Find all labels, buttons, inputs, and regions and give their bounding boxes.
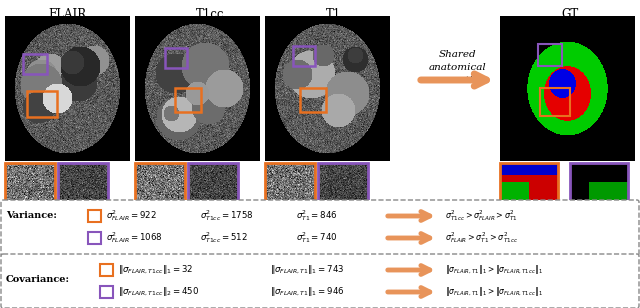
FancyArrowPatch shape [420,74,486,86]
Bar [88,232,101,244]
Text: $\|\sigma_{FLAIR,T1cc}\|_{1}=32$: $\|\sigma_{FLAIR,T1cc}\|_{1}=32$ [118,264,193,276]
Text: $\sigma^{2}_{T1cc}>\sigma^{2}_{FLAIR}>\sigma^{2}_{T1}$: $\sigma^{2}_{T1cc}>\sigma^{2}_{FLAIR}>\s… [445,209,518,223]
Text: FLAIR: FLAIR [48,8,86,21]
Text: $\sigma^{2}_{FLAIR}=1068$: $\sigma^{2}_{FLAIR}=1068$ [106,231,163,245]
Text: $\|\sigma_{FLAIR,T1cc}\|_{2}=450$: $\|\sigma_{FLAIR,T1cc}\|_{2}=450$ [118,286,199,298]
FancyArrowPatch shape [388,233,430,242]
FancyArrowPatch shape [388,212,430,221]
Bar [88,210,101,222]
Text: $\sigma^{2}_{FLAIR}>\sigma^{2}_{T1}>\sigma^{2}_{T1cc}$: $\sigma^{2}_{FLAIR}>\sigma^{2}_{T1}>\sig… [445,231,518,245]
Bar [300,88,326,112]
Text: Shared
anatomical
semantics: Shared anatomical semantics [429,50,487,85]
Text: T1: T1 [325,8,340,21]
Bar [570,163,628,201]
Bar [58,163,108,201]
Text: $\|\sigma_{FLAIR,T1}\|_{1}=743$: $\|\sigma_{FLAIR,T1}\|_{1}=743$ [270,264,344,276]
Bar [135,16,260,161]
Bar [165,48,187,68]
Text: $\|\sigma_{FLAIR,T1}\|_{1}=946$: $\|\sigma_{FLAIR,T1}\|_{1}=946$ [270,286,344,298]
Text: Variance:: Variance: [6,212,57,221]
FancyArrowPatch shape [388,288,430,296]
Bar [540,88,570,116]
FancyBboxPatch shape [1,200,639,256]
Bar [27,91,57,117]
FancyBboxPatch shape [1,254,639,308]
Bar [23,54,47,74]
Bar [265,16,390,161]
Text: $\|\sigma_{FLAIR,T1}\|_{1}>\|\sigma_{FLAIR,T1cc}\|_{1}$: $\|\sigma_{FLAIR,T1}\|_{1}>\|\sigma_{FLA… [445,264,543,276]
Text: $\|\sigma_{FLAIR,T1}\|_{1}>\|\sigma_{FLAIR,T1cc}\|_{1}$: $\|\sigma_{FLAIR,T1}\|_{1}>\|\sigma_{FLA… [445,286,543,298]
Text: T1cc: T1cc [196,8,224,21]
Bar [175,88,201,112]
Bar [5,16,130,161]
Bar [318,163,368,201]
FancyArrowPatch shape [388,265,430,274]
Bar [135,163,185,201]
Text: $\sigma^{2}_{T1cc}=512$: $\sigma^{2}_{T1cc}=512$ [200,231,248,245]
Text: $\sigma^{2}_{T1}=846$: $\sigma^{2}_{T1}=846$ [296,209,338,223]
Bar [100,264,113,276]
Bar [5,163,55,201]
Text: GT: GT [561,8,579,21]
Text: Covariance:: Covariance: [6,275,70,285]
Bar [100,286,113,298]
Text: $\sigma^{2}_{T1cc}=1758$: $\sigma^{2}_{T1cc}=1758$ [200,209,254,223]
Bar [265,163,315,201]
Bar [538,44,562,66]
Bar [293,46,315,66]
Text: $\sigma^{2}_{T1}=740$: $\sigma^{2}_{T1}=740$ [296,231,338,245]
Bar [500,163,558,201]
Bar [188,163,238,201]
Text: $\sigma^{2}_{FLAIR}=922$: $\sigma^{2}_{FLAIR}=922$ [106,209,157,223]
